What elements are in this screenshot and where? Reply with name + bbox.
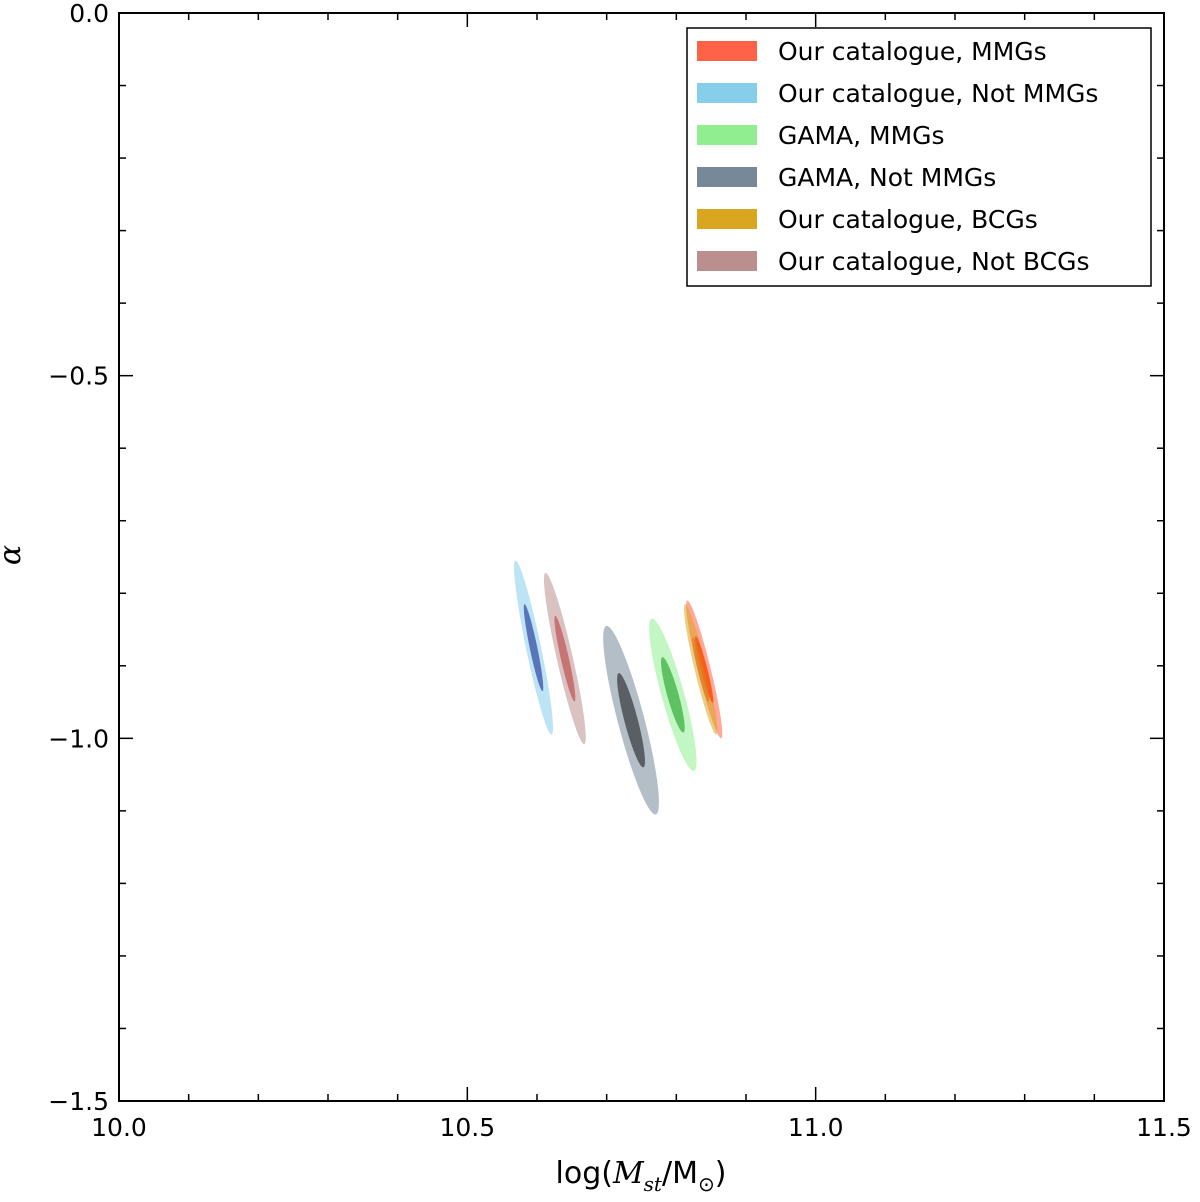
y-tick-label: −1.0 [48,724,109,753]
legend: Our catalogue, MMGs Our catalogue, Not MM… [686,27,1152,287]
legend-label-1: Our catalogue, Not MMGs [778,79,1098,108]
x-tick-label: 11.0 [788,1113,844,1142]
plot-frame [118,12,1165,1102]
legend-swatch-3 [697,167,757,187]
legend-label-4: Our catalogue, BCGs [778,205,1038,234]
ellipse-inner-1 [523,604,544,692]
legend-label-5: Our catalogue, Not BCGs [778,247,1089,276]
legend-entries: Our catalogue, MMGs Our catalogue, Not MM… [697,37,1098,276]
x-axis-label: log(Mst/M⊙) [556,1156,727,1196]
y-tick-label: −1.5 [48,1087,109,1116]
legend-label-2: GAMA, MMGs [778,121,945,150]
ellipse-inner-4 [692,636,710,703]
y-tick-label: −0.5 [48,362,109,391]
ellipse-inner-5 [554,615,576,702]
legend-swatch-4 [697,209,757,229]
legend-swatch-2 [697,125,757,145]
legend-label-3: GAMA, Not MMGs [778,163,996,192]
ellipse-inner-3 [617,673,645,768]
x-tick-label: 11.5 [1136,1113,1192,1142]
legend-swatch-5 [697,251,757,271]
tick-labels-layer: 10.0 10.5 11.0 11.5 0.0 −0.5 −1.0 −1.5 [48,0,1192,1142]
y-tick-label: 0.0 [69,0,109,28]
x-tick-label: 10.0 [91,1113,147,1142]
x-tick-label: 10.5 [439,1113,495,1142]
y-axis-label: α [0,545,28,565]
legend-box [686,27,1152,287]
legend-label-0: Our catalogue, MMGs [778,37,1047,66]
ellipses-layer [514,560,723,815]
legend-swatch-1 [697,83,757,103]
legend-swatch-0 [697,41,757,61]
ticks-layer [118,12,1165,1102]
ellipse-inner-0 [695,636,714,703]
ellipse-inner-2 [661,657,685,733]
